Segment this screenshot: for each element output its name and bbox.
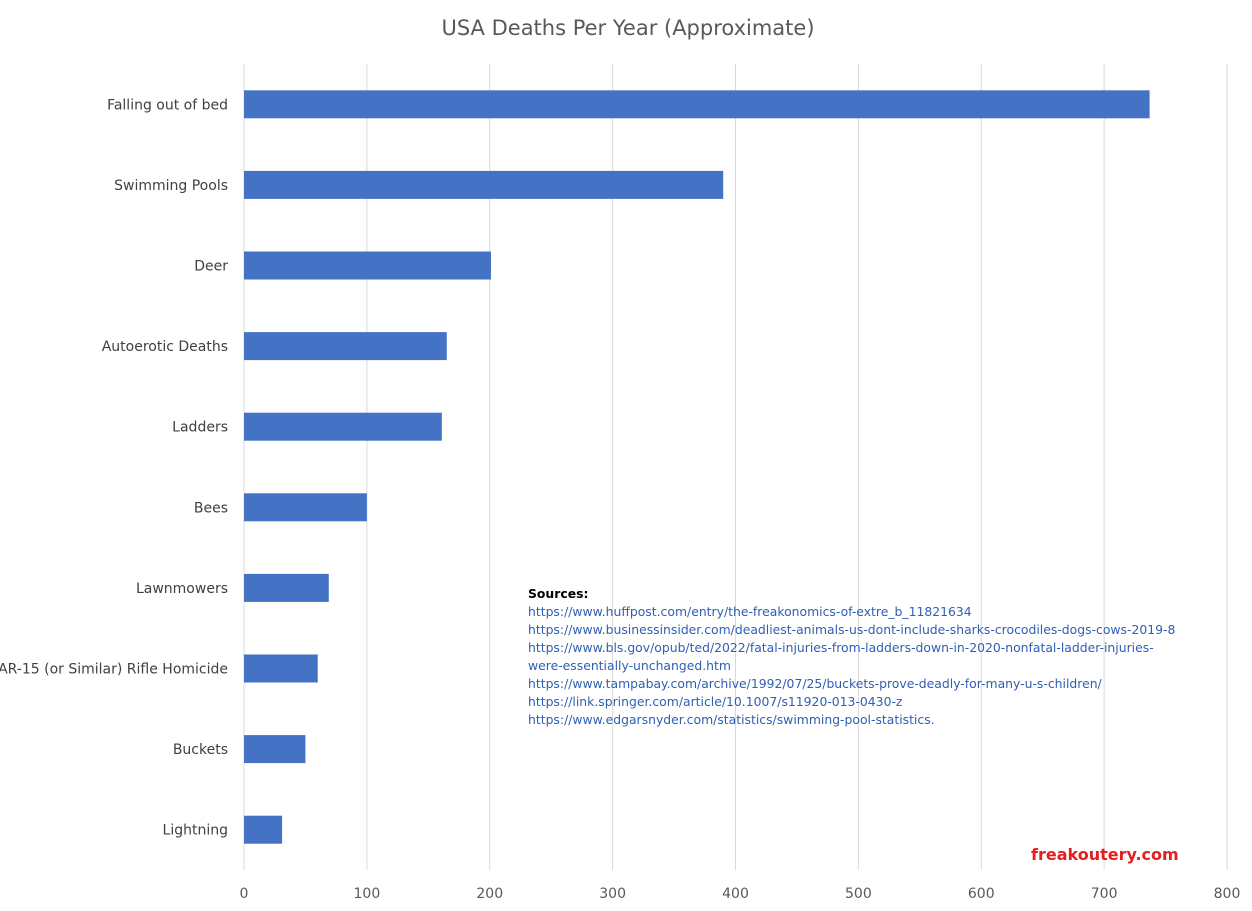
bars [244,90,1150,844]
source-link[interactable]: https://www.businessinsider.com/deadlies… [528,622,1176,637]
category-label: Swimming Pools [114,178,228,194]
bar-buckets [244,735,306,764]
bar-swimming-pools [244,170,724,199]
bar-falling-out-of-bed [244,90,1150,119]
bar-ar-15-or-similar-rifle-homicide [244,654,318,683]
category-label: Buckets [173,742,228,758]
category-label: Ladders [172,420,228,436]
chart-title: USA Deaths Per Year (Approximate) [441,16,814,40]
sources-heading: Sources: [528,586,589,601]
source-link[interactable]: https://www.edgarsnyder.com/statistics/s… [528,712,935,727]
x-tick-label: 100 [354,886,381,902]
source-link[interactable]: https://www.huffpost.com/entry/the-freak… [528,604,972,619]
bar-lawnmowers [244,573,329,602]
bar-autoerotic-deaths [244,332,447,361]
x-axis-tick-labels: 0 100 200 300 400 500 600 700 800 [240,886,1241,902]
watermark: freakoutery.com [1031,845,1179,864]
category-label: Deer [194,259,228,275]
category-label: Autoerotic Deaths [102,339,228,355]
x-tick-label: 200 [476,886,503,902]
x-tick-label: 300 [599,886,626,902]
category-label: Falling out of bed [107,97,228,113]
x-tick-label: 800 [1214,886,1241,902]
category-label: Bees [194,500,228,516]
x-tick-label: 700 [1091,886,1118,902]
x-tick-label: 0 [240,886,249,902]
bar-deer [244,251,491,280]
bar-ladders [244,412,442,441]
category-label: Lawnmowers [136,581,228,597]
sources-annotation: Sources: https://www.huffpost.com/entry/… [528,585,1188,729]
x-tick-label: 400 [722,886,749,902]
category-label: Lightning [163,823,228,839]
bar-bees [244,493,367,522]
source-link[interactable]: https://link.springer.com/article/10.100… [528,694,903,709]
category-labels: Falling out of bed Swimming Pools Deer Auto… [0,97,228,838]
category-label: AR-15 (or Similar) Rifle Homicide [0,662,228,678]
x-tick-label: 600 [968,886,995,902]
source-link[interactable]: https://www.bls.gov/opub/ted/2022/fatal-… [528,640,1154,673]
bar-lightning [244,815,283,844]
x-tick-label: 500 [845,886,872,902]
source-link[interactable]: https://www.tampabay.com/archive/1992/07… [528,676,1102,691]
